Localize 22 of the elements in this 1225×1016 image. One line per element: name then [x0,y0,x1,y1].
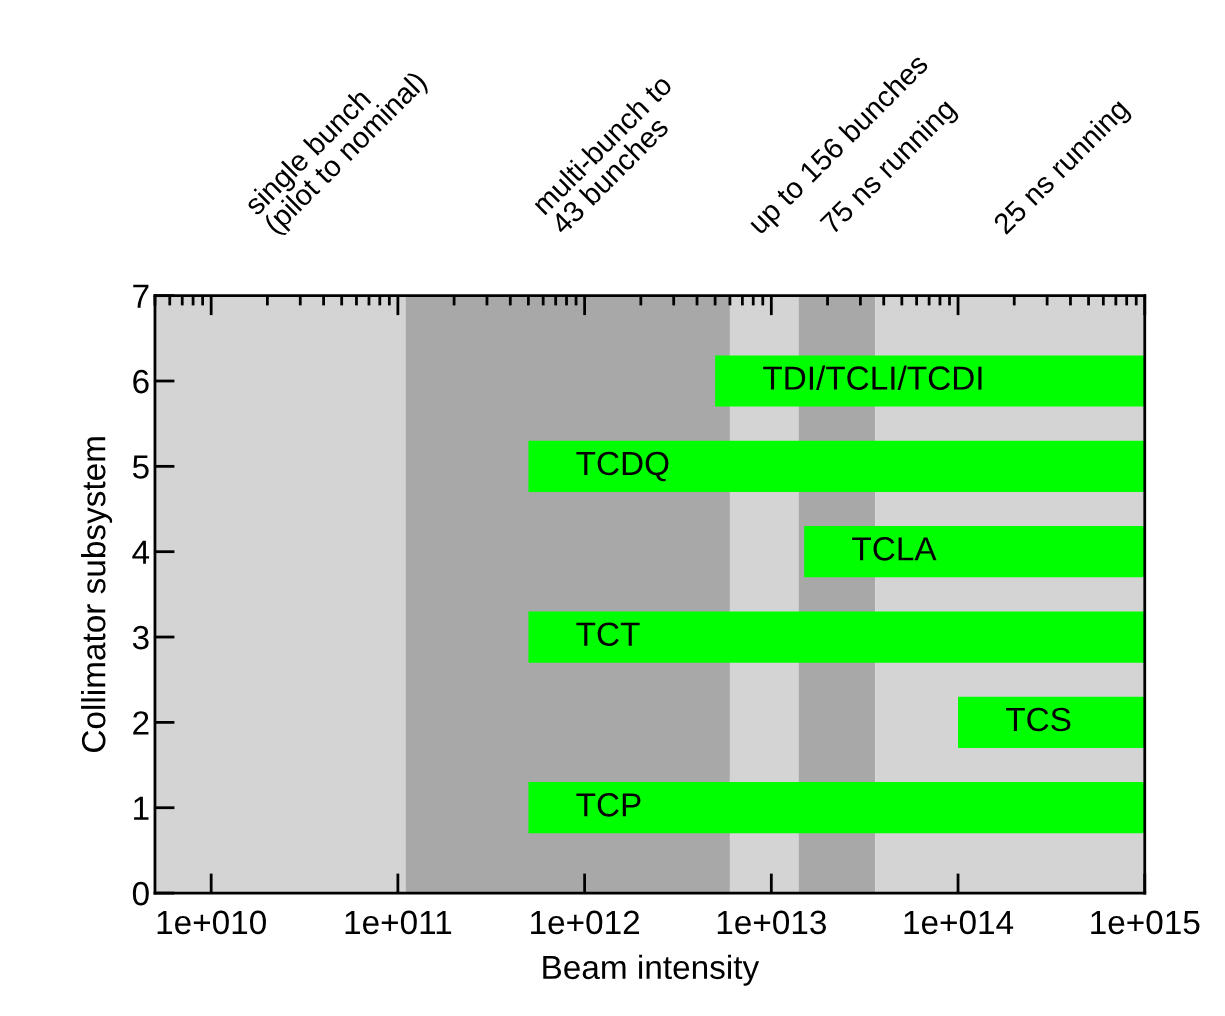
x-tick-label: 1e+012 [531,910,640,935]
x-tick-label: 1e+014 [904,910,1014,935]
x-axis-title: Beam intensity [543,954,760,986]
x-tick-label: 1e+015 [1091,910,1200,935]
x-tick-label: 1e+013 [717,910,826,935]
y-tick-label: 7 [133,284,149,308]
y-tick-label: 2 [133,711,149,735]
annotation: TCT [576,622,640,646]
y-axis-title: Collimator subsystem [81,437,113,752]
y-tick-label: 6 [133,369,149,394]
y-tick-label: 1 [134,796,149,820]
y-tick-label: 3 [132,625,149,650]
y-tick-label: 5 [132,455,149,479]
y-tick-label: 4 [132,540,150,564]
x-tick-label: 1e+011 [345,910,452,935]
annotation: TCS [1006,707,1071,732]
annotation: TDI/TCLI/TCDI [763,365,982,390]
annotation: TCP [576,793,641,817]
annotation: TCLA [852,537,937,561]
x-tick-label: 1e+010 [157,910,266,935]
annotation: TCDQ [576,451,669,482]
y-tick-label: 0 [132,881,149,906]
